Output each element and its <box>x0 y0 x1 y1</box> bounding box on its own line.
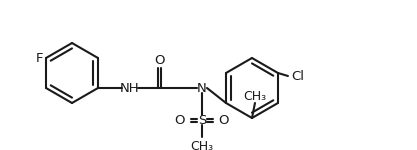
Text: S: S <box>198 114 206 126</box>
Text: NH: NH <box>120 81 140 94</box>
Text: O: O <box>175 114 185 126</box>
Text: O: O <box>155 54 165 68</box>
Text: O: O <box>219 114 229 126</box>
Text: CH₃: CH₃ <box>191 141 214 150</box>
Text: F: F <box>35 51 43 64</box>
Text: Cl: Cl <box>291 70 304 84</box>
Text: CH₃: CH₃ <box>244 90 266 102</box>
Text: N: N <box>197 81 207 94</box>
